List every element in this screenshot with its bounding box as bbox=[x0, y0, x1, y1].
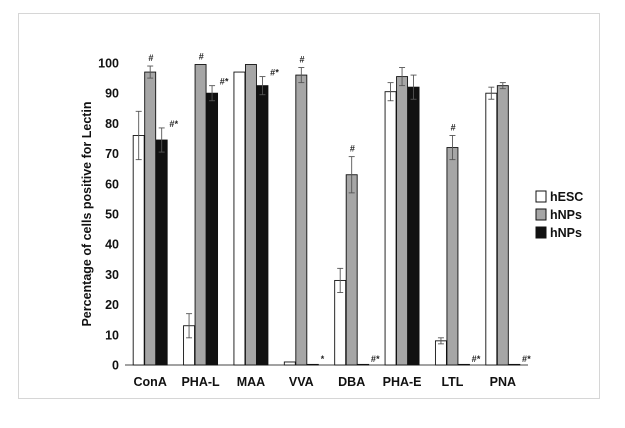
bar-dba-series-2 bbox=[357, 363, 370, 366]
category-label: ConA bbox=[134, 375, 167, 389]
bar-pna-series-0 bbox=[485, 92, 498, 366]
y-tick-label: 40 bbox=[105, 238, 119, 252]
bar-pha-e-series-1 bbox=[396, 76, 409, 366]
error-bar bbox=[209, 85, 216, 102]
y-tick-label: 10 bbox=[105, 328, 119, 342]
bar-pha-l-series-2 bbox=[206, 92, 219, 366]
legend-label: hNPs bbox=[550, 226, 582, 240]
bar-dba-series-0 bbox=[334, 279, 347, 366]
significance-mark: * bbox=[320, 354, 324, 364]
significance-mark: # bbox=[350, 144, 355, 154]
y-tick-label: 20 bbox=[105, 298, 119, 312]
significance-mark: # bbox=[450, 122, 455, 132]
bar-cona-series-0 bbox=[132, 135, 145, 366]
bar-vva-series-2 bbox=[306, 363, 319, 366]
error-bar bbox=[298, 67, 305, 84]
y-axis-label: Percentage of cells positive for Lectin bbox=[80, 101, 94, 326]
category-label: VVA bbox=[289, 375, 314, 389]
y-tick-label: 50 bbox=[105, 208, 119, 222]
error-bar bbox=[186, 313, 193, 339]
category-label: LTL bbox=[441, 375, 463, 389]
error-bar bbox=[499, 82, 506, 90]
significance-mark: #* bbox=[371, 354, 380, 364]
error-bars-layer bbox=[135, 65, 506, 345]
category-label: MAA bbox=[237, 375, 265, 389]
error-bar bbox=[399, 67, 406, 87]
bar-pha-l-series-1 bbox=[194, 64, 207, 366]
y-tick-label: 0 bbox=[112, 359, 119, 373]
y-tick-label: 90 bbox=[105, 87, 119, 101]
significance-mark: #* bbox=[220, 77, 229, 87]
bar-vva-series-0 bbox=[283, 361, 296, 366]
error-bar bbox=[488, 86, 495, 100]
bar-ltl-series-0 bbox=[434, 340, 447, 366]
error-bar bbox=[348, 156, 355, 194]
y-tick-label: 30 bbox=[105, 268, 119, 282]
significance-mark: # bbox=[299, 55, 304, 65]
error-bar bbox=[135, 110, 142, 161]
legend: hESC hNPs hNPs bbox=[535, 190, 583, 240]
error-bar bbox=[449, 135, 456, 161]
error-bar bbox=[147, 65, 154, 79]
significance-marks-layer: ##*##*#*#*##*##* #* bbox=[148, 52, 531, 364]
legend-swatch bbox=[535, 226, 547, 239]
bar-pha-e-series-0 bbox=[384, 91, 397, 366]
significance-mark: # bbox=[148, 53, 153, 63]
category-label: PHA-L bbox=[181, 375, 220, 389]
significance-mark: #* bbox=[169, 119, 178, 129]
legend-swatch bbox=[535, 190, 547, 203]
bar-ltl-series-2 bbox=[457, 363, 470, 366]
significance-mark: #* bbox=[270, 68, 279, 78]
bars-layer bbox=[132, 64, 521, 366]
y-tick-label: 60 bbox=[105, 177, 119, 191]
category-label: DBA bbox=[338, 375, 365, 389]
legend-swatch bbox=[535, 208, 547, 221]
category-labels: ConA PHA-L MAA VVA DBA PHA-E LTL PNA bbox=[134, 375, 516, 389]
error-bar bbox=[410, 74, 417, 100]
bar-cona-series-2 bbox=[155, 139, 168, 366]
y-ticks: 0 10 20 30 40 50 60 70 80 90 100 bbox=[98, 57, 119, 373]
y-tick-label: 80 bbox=[105, 117, 119, 131]
bar-maa-series-1 bbox=[244, 64, 257, 366]
significance-mark: #* bbox=[522, 354, 531, 364]
bar-pna-series-1 bbox=[496, 85, 509, 366]
error-bar bbox=[259, 76, 266, 96]
error-bar bbox=[337, 267, 344, 293]
bar-maa-series-0 bbox=[233, 71, 246, 366]
y-tick-label: 70 bbox=[105, 147, 119, 161]
bar-cona-series-1 bbox=[144, 71, 157, 366]
error-bar bbox=[437, 337, 444, 345]
bar-ltl-series-1 bbox=[446, 147, 459, 366]
bar-maa-series-2 bbox=[256, 85, 269, 366]
y-tick-label: 100 bbox=[98, 57, 119, 71]
significance-mark: # bbox=[199, 52, 204, 62]
error-bar bbox=[158, 127, 165, 153]
legend-label: hESC bbox=[550, 190, 583, 204]
bar-pha-e-series-2 bbox=[407, 86, 420, 366]
error-bar bbox=[387, 82, 394, 102]
bar-pna-series-2 bbox=[508, 363, 521, 366]
significance-mark: #* bbox=[471, 354, 480, 364]
legend-label: hNPs bbox=[550, 208, 582, 222]
bar-dba-series-1 bbox=[345, 174, 358, 366]
category-label: PHA-E bbox=[383, 375, 422, 389]
bar-vva-series-1 bbox=[295, 74, 308, 366]
category-label: PNA bbox=[490, 375, 516, 389]
